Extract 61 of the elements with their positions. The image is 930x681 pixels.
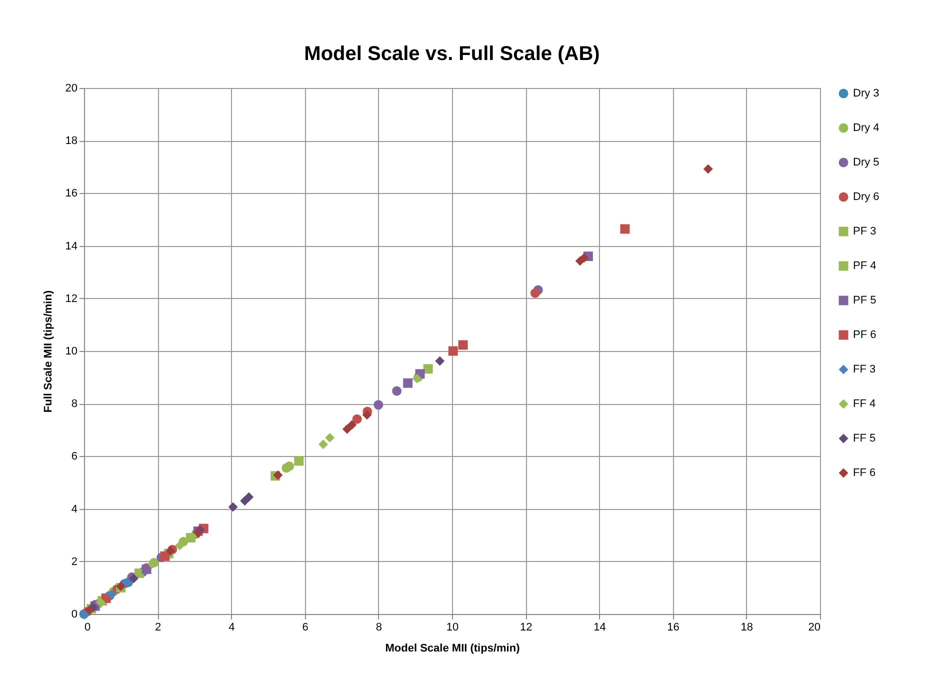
x-axis-title: Model Scale MII (tips/min) xyxy=(385,642,520,654)
point xyxy=(325,433,335,443)
point xyxy=(374,400,384,410)
point xyxy=(362,410,372,420)
point xyxy=(620,224,630,234)
legend-label: Dry 3 xyxy=(853,88,880,100)
point xyxy=(530,288,540,298)
y-tick-label: 0 xyxy=(71,608,78,620)
y-tick-label: 18 xyxy=(65,135,78,148)
y-tick-label: 8 xyxy=(71,398,78,410)
point xyxy=(273,470,283,480)
y-tick-label: 6 xyxy=(71,450,78,463)
point xyxy=(347,420,357,430)
legend-label: FF 5 xyxy=(853,432,876,444)
legend-label: PF 4 xyxy=(853,260,876,272)
point xyxy=(392,386,402,396)
point xyxy=(403,378,413,388)
y-tick-label: 4 xyxy=(71,503,78,516)
legend-label: PF 5 xyxy=(853,294,876,306)
point xyxy=(458,340,468,350)
x-tick-label: 14 xyxy=(594,622,606,634)
x-tick-label: 8 xyxy=(376,622,382,634)
x-tick-label: 0 xyxy=(84,622,91,634)
point xyxy=(448,346,458,356)
x-tick-label: 4 xyxy=(228,622,235,634)
legend-label: FF 4 xyxy=(853,398,876,410)
point xyxy=(703,164,713,174)
x-tick-label: 20 xyxy=(808,622,820,634)
point xyxy=(342,424,352,434)
legend-label: Dry 5 xyxy=(853,156,880,168)
point xyxy=(160,551,170,561)
point xyxy=(318,440,328,450)
point xyxy=(228,502,238,512)
y-tick-label: 2 xyxy=(71,556,78,568)
x-tick-label: 2 xyxy=(155,622,162,634)
legend-label: Dry 4 xyxy=(853,122,880,134)
y-tick-label: 14 xyxy=(65,240,78,252)
point xyxy=(174,540,184,550)
y-axis-title: Full Scale MII (tips/min) xyxy=(42,290,54,413)
x-tick-label: 10 xyxy=(446,622,459,634)
x-tick-label: 12 xyxy=(520,622,532,634)
legend-label: PF 6 xyxy=(853,329,876,341)
point xyxy=(435,356,445,366)
legend-label: FF 3 xyxy=(853,364,876,376)
x-tick-label: 18 xyxy=(740,622,754,634)
y-tick-label: 12 xyxy=(65,292,78,305)
point xyxy=(244,492,254,502)
point xyxy=(294,456,304,466)
x-tick-label: 6 xyxy=(302,622,308,634)
legend-label: FF 6 xyxy=(853,467,876,479)
point xyxy=(579,253,589,263)
point xyxy=(284,461,294,471)
legend-label: PF 3 xyxy=(853,226,876,238)
point xyxy=(352,414,362,424)
y-tick-label: 10 xyxy=(65,346,78,358)
y-tick-label: 20 xyxy=(65,82,78,94)
x-tick-label: 16 xyxy=(667,622,680,634)
y-tick-label: 16 xyxy=(65,188,78,200)
chart-title: Model Scale vs. Full Scale (AB) xyxy=(304,43,600,65)
legend-label: Dry 6 xyxy=(853,191,880,203)
point xyxy=(423,364,433,374)
